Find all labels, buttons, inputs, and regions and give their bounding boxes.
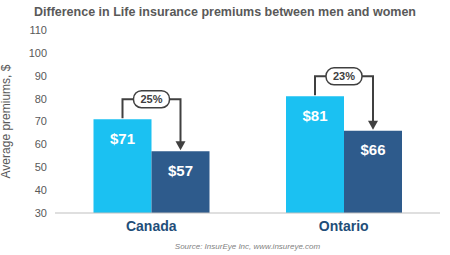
- svg-text:$81: $81: [302, 107, 327, 124]
- svg-text:Ontario: Ontario: [319, 218, 369, 234]
- svg-text:23%: 23%: [333, 70, 355, 82]
- svg-text:Average premiums, $: Average premiums, $: [8, 64, 13, 178]
- svg-text:$57: $57: [168, 162, 193, 179]
- svg-text:50: 50: [35, 161, 47, 173]
- svg-text:110: 110: [29, 24, 47, 36]
- svg-text:25%: 25%: [140, 93, 162, 105]
- svg-text:80: 80: [35, 93, 47, 105]
- svg-text:70: 70: [35, 115, 47, 127]
- svg-text:30: 30: [35, 207, 47, 219]
- svg-text:Canada: Canada: [126, 218, 177, 234]
- svg-text:40: 40: [35, 184, 47, 196]
- html-text:Difference in Life insurance p: Difference in Life insurance premiums be…: [34, 5, 416, 19]
- svg-text:100: 100: [29, 47, 47, 59]
- html-text:Source: InsurEye Inc, www.insu: Source: InsurEye Inc, www.insureye.com: [174, 242, 321, 251]
- svg-text:$66: $66: [360, 141, 385, 158]
- svg-text:90: 90: [35, 70, 47, 82]
- svg-text:60: 60: [35, 138, 47, 150]
- svg-text:$71: $71: [110, 130, 135, 147]
